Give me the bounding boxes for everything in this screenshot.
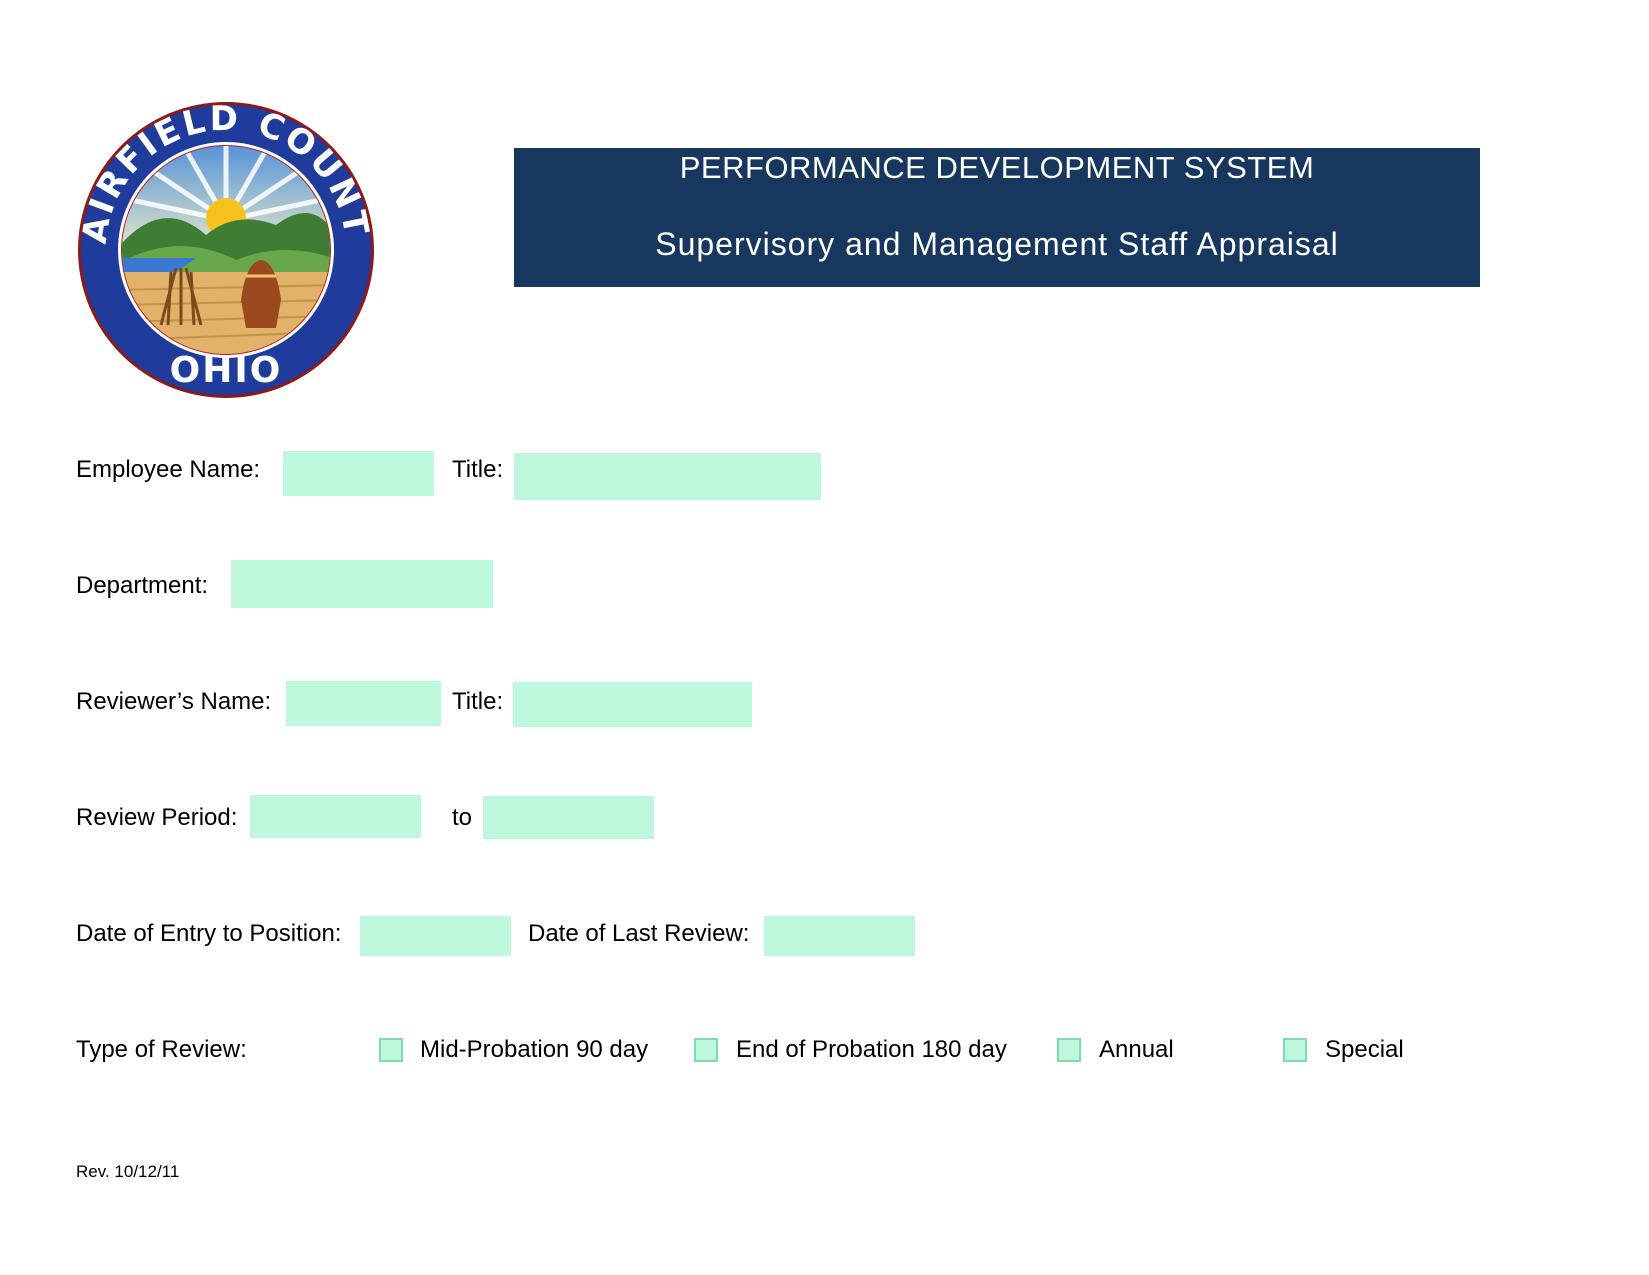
employee-title-field[interactable] (514, 453, 821, 500)
end-probation-label: End of Probation 180 day (736, 1036, 1007, 1063)
date-last-review-label: Date of Last Review: (528, 920, 750, 947)
reviewer-name-label: Reviewer’s Name: (76, 688, 272, 715)
special-label: Special (1325, 1036, 1404, 1063)
header-banner: PERFORMANCE DEVELOPMENT SYSTEM Superviso… (514, 148, 1480, 287)
end-probation-checkbox[interactable] (694, 1038, 718, 1062)
review-period-end-field[interactable] (483, 796, 654, 839)
employee-name-label: Employee Name: (76, 456, 261, 483)
mid-probation-checkbox[interactable] (379, 1038, 403, 1062)
annual-label: Annual (1099, 1036, 1174, 1063)
form-subtitle: Supervisory and Management Staff Apprais… (655, 226, 1339, 262)
annual-checkbox[interactable] (1057, 1038, 1081, 1062)
date-entry-field[interactable] (360, 916, 511, 956)
review-period-to-label: to (452, 804, 473, 831)
department-field[interactable] (231, 560, 493, 608)
reviewer-title-field[interactable] (513, 682, 752, 727)
review-period-start-field[interactable] (250, 795, 421, 838)
employee-title-label: Title: (452, 456, 504, 483)
mid-probation-label: Mid-Probation 90 day (420, 1036, 649, 1063)
svg-text:OHIO: OHIO (170, 350, 283, 391)
date-entry-label: Date of Entry to Position: (76, 920, 342, 947)
review-period-label: Review Period: (76, 804, 238, 831)
department-label: Department: (76, 572, 209, 599)
reviewer-title-label: Title: (452, 688, 504, 715)
employee-name-field[interactable] (283, 451, 434, 496)
reviewer-name-field[interactable] (286, 681, 441, 726)
special-checkbox[interactable] (1283, 1038, 1307, 1062)
revision-note: Rev. 10/12/11 (76, 1162, 180, 1181)
fairfield-county-seal-logo: FAIRFIELD COUNTY OHIO (76, 100, 374, 398)
date-last-review-field[interactable] (764, 916, 915, 956)
system-title: PERFORMANCE DEVELOPMENT SYSTEM (679, 150, 1315, 185)
review-type-label: Type of Review: (76, 1036, 247, 1063)
